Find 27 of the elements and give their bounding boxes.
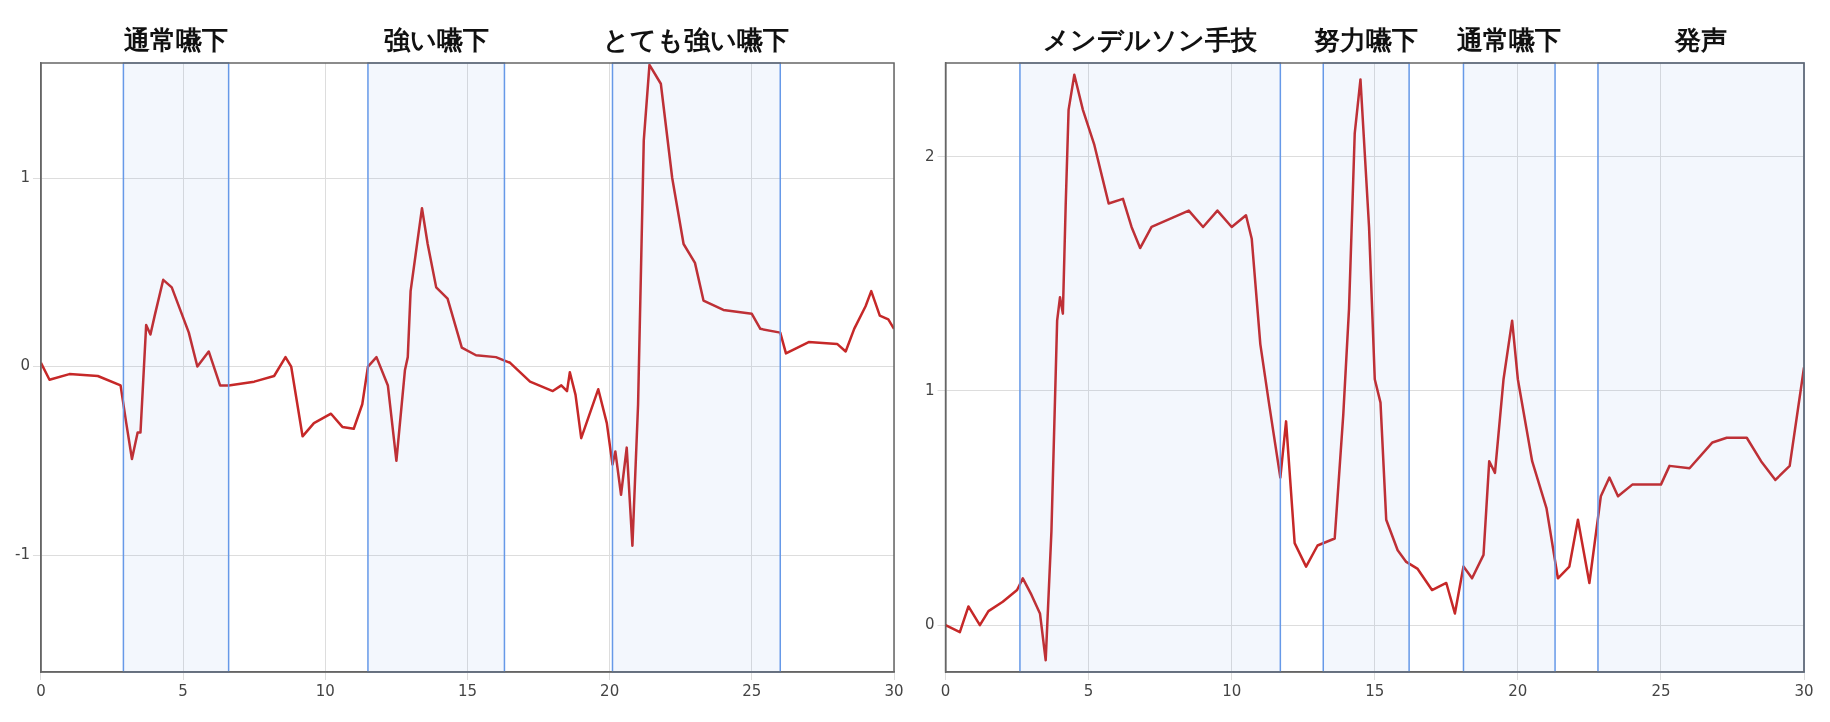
x-tick-label: 25: [742, 681, 762, 700]
band-label: 努力嚥下: [1314, 24, 1419, 55]
x-tick-label: 30: [884, 681, 904, 700]
x-tick-label: 10: [315, 681, 335, 700]
x-tick-label: 15: [457, 681, 478, 700]
band-label: 通常嚥下: [1457, 24, 1562, 55]
x-tick-label: 20: [1508, 681, 1528, 700]
band-label: とても強い嚥下: [603, 24, 790, 55]
y-tick-label: 2: [925, 146, 935, 165]
x-tick-label: 30: [1794, 681, 1814, 700]
y-tick-label: 1: [20, 167, 30, 186]
x-tick-label: 5: [1083, 681, 1094, 700]
x-tick-label: 10: [1222, 681, 1242, 700]
x-tick-label: 0: [940, 681, 951, 700]
band-label: 強い嚥下: [383, 24, 489, 55]
x-tick-label: 25: [1651, 681, 1671, 700]
x-tick-label: 20: [600, 681, 620, 700]
x-tick-label: 5: [178, 681, 188, 700]
y-tick-label: -1: [14, 544, 30, 563]
y-tick-label: 0: [925, 615, 935, 634]
band-label: 通常嚥下: [124, 24, 229, 55]
y-tick-label: 0: [20, 356, 30, 375]
band-label: 発声: [1673, 24, 1727, 55]
band-label: メンデルソン手技: [1043, 24, 1259, 55]
x-tick-label: 0: [36, 681, 46, 700]
x-tick-label: 15: [1365, 681, 1385, 700]
y-tick-label: 1: [925, 380, 935, 399]
